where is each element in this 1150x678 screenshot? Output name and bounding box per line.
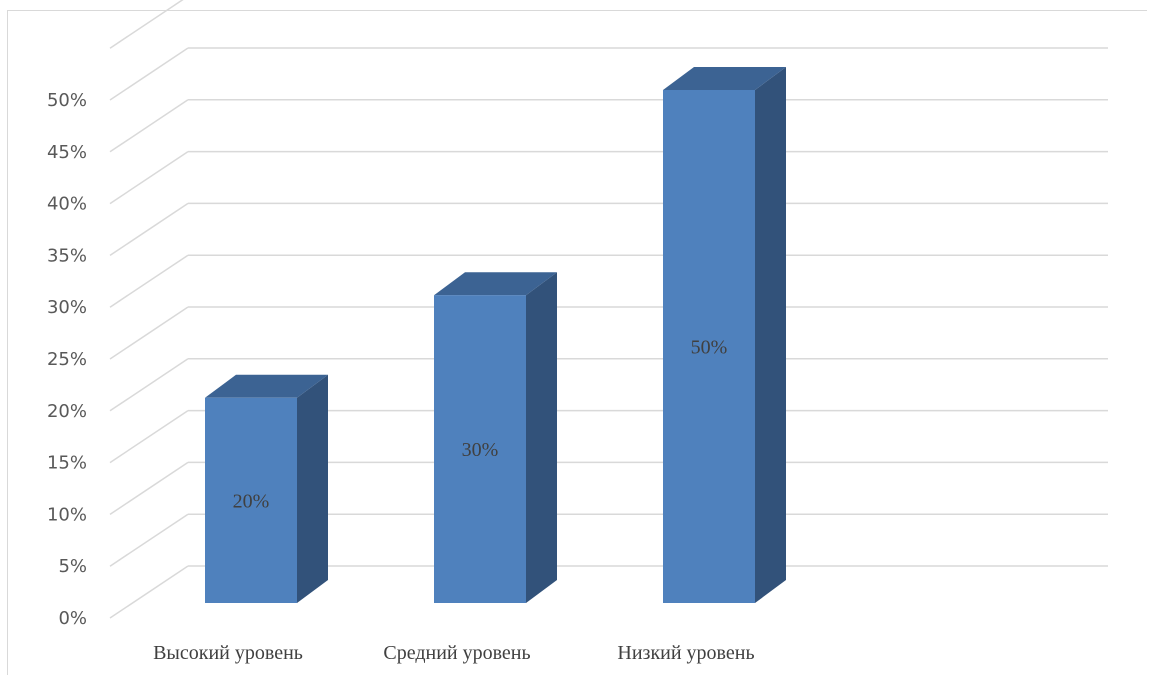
- y-tick-label: 20%: [47, 401, 87, 422]
- category-label: Высокий уровень: [153, 642, 303, 664]
- data-label: 50%: [691, 337, 728, 359]
- data-label: 20%: [233, 490, 270, 512]
- gridline-diagonal: [109, 47, 189, 101]
- bar: [205, 397, 297, 603]
- bar-side: [526, 272, 557, 603]
- gridline-diagonal: [109, 254, 189, 308]
- bar: [663, 90, 755, 603]
- category-label: Средний уровень: [383, 642, 530, 664]
- bar-top: [434, 272, 557, 296]
- bars: 20% 30% 50%: [205, 67, 786, 603]
- bar: [434, 295, 526, 603]
- gridline-diagonal: [109, 150, 189, 205]
- gridline-diagonal: [109, 513, 189, 567]
- y-tick-label: 45%: [47, 142, 87, 163]
- y-tick-label: 35%: [47, 245, 87, 266]
- y-tick-label: 15%: [47, 453, 87, 474]
- y-axis-ticks: 0% 5% 10% 15% 20% 25% 30% 35% 40% 45% 50%: [47, 90, 87, 629]
- y-tick-label: 0%: [58, 608, 87, 629]
- bar-side: [297, 374, 328, 603]
- category-labels: Высокий уровень Средний уровень Низкий уро…: [153, 642, 755, 664]
- gridline-diagonal: [109, 461, 189, 516]
- bar-group: 20%: [205, 374, 328, 603]
- y-tick-label: 10%: [47, 504, 87, 525]
- gridline-diagonal: [109, 99, 189, 153]
- bar-top: [205, 374, 328, 398]
- bar-group: 50%: [663, 67, 786, 603]
- gridlines: [109, 0, 1108, 619]
- bar-top: [663, 67, 786, 90]
- y-tick-label: 40%: [47, 194, 87, 215]
- gridline-diagonal: [109, 565, 189, 619]
- y-tick-label: 25%: [47, 349, 87, 370]
- y-tick-label: 50%: [47, 90, 87, 111]
- data-label: 30%: [462, 439, 499, 461]
- bar-group: 30%: [434, 272, 557, 603]
- y-tick-label: 5%: [58, 556, 87, 577]
- bar-side: [755, 67, 786, 603]
- gridline-diagonal: [109, 0, 184, 49]
- gridline-diagonal: [109, 358, 189, 412]
- y-tick-label: 30%: [47, 297, 87, 318]
- category-label: Низкий уровень: [617, 642, 754, 664]
- gridline-diagonal: [109, 306, 189, 360]
- gridline-diagonal: [109, 202, 189, 257]
- chart-frame: [7, 10, 1147, 675]
- gridline-diagonal: [109, 409, 189, 464]
